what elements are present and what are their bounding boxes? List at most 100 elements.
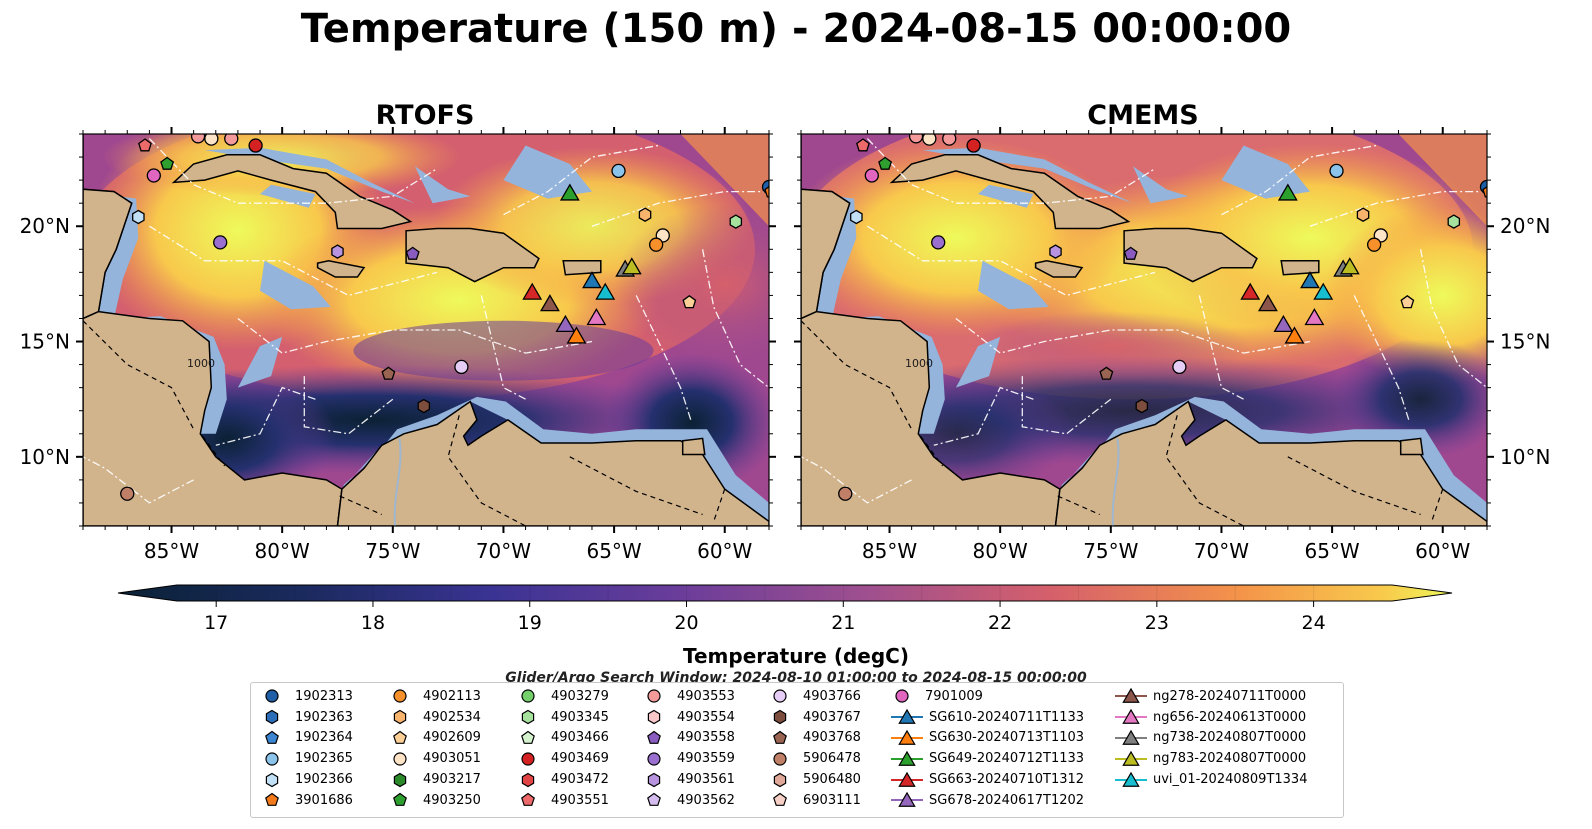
argo-float-marker: [146, 168, 161, 183]
legend: 1902313 1902363 1902364 1902365 1902366 39016…: [250, 682, 1344, 818]
legend-item: 4903250: [385, 790, 481, 811]
legend-label: 5906480: [803, 772, 861, 788]
lon-tick-label: 70°W: [1194, 539, 1249, 563]
argo-float-marker: [611, 163, 626, 179]
float-legend-symbol: [639, 687, 669, 705]
legend-item: SG630-20240713T1103: [887, 728, 1084, 749]
shelf-region: [955, 336, 1001, 388]
argo-float-marker: [190, 134, 206, 144]
float-legend-symbol: [513, 687, 543, 705]
legend-column: 4903553 4903554 4903558 4903559 4903561 49035…: [639, 686, 735, 811]
eez-boundary: [1353, 295, 1411, 423]
eez-boundary: [215, 386, 316, 446]
legend-item: 4903345: [513, 707, 609, 728]
argo-float-marker: [908, 134, 924, 144]
map-panel-rtofs: 1000 85°W 80°W 75°W 70°W 65°W 60°W: [76, 111, 776, 563]
glider-marker: [582, 271, 602, 289]
float-legend-symbol: [385, 687, 415, 705]
argo-float-marker: [1329, 163, 1344, 179]
legend-item: uvi_01-20240809T1334: [1111, 769, 1307, 790]
country-border: [1165, 415, 1244, 526]
legend-item: 4903472: [513, 769, 609, 790]
isobath-label: 1000: [187, 357, 215, 370]
argo-float-marker: [648, 237, 664, 252]
eez-boundary: [480, 295, 526, 400]
legend-item: SG649-20240712T1133: [887, 748, 1084, 769]
glider-marker: [1277, 183, 1298, 201]
legend-item: ng738-20240807T0000: [1111, 728, 1307, 749]
eez-boundary: [933, 386, 1034, 446]
eez-boundary: [148, 138, 438, 204]
shelf-region: [204, 147, 415, 204]
float-legend-symbol: [765, 708, 795, 726]
map-panel-cmems: 1000 85°W 80°W 75°W 70°W 65°W 60°W: [794, 121, 1494, 563]
lat-tick-label: 20°N: [1500, 214, 1550, 238]
argo-float-marker: [942, 134, 957, 146]
float-legend-symbol: [639, 708, 669, 726]
argo-float-marker: [1448, 121, 1460, 133]
argo-float-marker: [1482, 185, 1487, 198]
legend-item: 5906478: [765, 748, 861, 769]
land-pr: [562, 260, 602, 276]
argo-float-marker: [656, 116, 669, 129]
legend-item: 4903562: [639, 790, 735, 811]
float-legend-symbol: [639, 750, 669, 768]
lon-tick-label: 65°W: [1304, 539, 1359, 563]
argo-float-marker: [248, 138, 263, 153]
lon-tick-label: 60°W: [697, 539, 752, 563]
legend-item: 4903558: [639, 728, 735, 749]
land-trinidad: [1399, 437, 1424, 456]
eez-boundary: [701, 249, 769, 389]
eez-boundary: [801, 456, 912, 504]
temperature-patch: [353, 320, 654, 381]
legend-label: uvi_01-20240809T1334: [1153, 772, 1308, 788]
lon-tick-label: 70°W: [476, 539, 531, 563]
float-legend-symbol: [385, 791, 415, 809]
map-frame: [800, 133, 1488, 527]
legend-item: 4903766: [765, 686, 861, 707]
glider-marker: [586, 307, 607, 326]
float-legend-symbol: [385, 708, 415, 726]
legend-label: 4903472: [551, 772, 609, 788]
lat-tick-label: 10°N: [20, 445, 70, 469]
land-florida: [242, 111, 280, 123]
legend-label: 4903250: [423, 792, 481, 808]
legend-label: 4903469: [551, 751, 609, 767]
isobath-label: 1000: [905, 357, 933, 370]
legend-item: 5906480: [765, 769, 861, 790]
eez-boundary: [1198, 295, 1244, 400]
float-legend-symbol: [639, 791, 669, 809]
glider-marker: [1257, 294, 1278, 312]
glider-marker: [1273, 314, 1294, 333]
lon-tick-label: 75°W: [365, 539, 420, 563]
lat-tick-label: 10°N: [1500, 445, 1550, 469]
argo-float-marker: [922, 134, 937, 146]
float-legend-symbol: [513, 771, 543, 789]
legend-label: SG649-20240712T1133: [929, 751, 1085, 767]
legend-label: 4903345: [551, 709, 609, 725]
argo-float-marker: [1400, 294, 1415, 309]
argo-float-marker: [588, 116, 601, 129]
glider-legend-symbol: [1111, 771, 1151, 789]
legend-label: 4903554: [677, 709, 735, 725]
country-border: [447, 415, 526, 526]
glider-marker: [1339, 257, 1360, 275]
eez-boundary: [149, 225, 438, 297]
legend-item: 1902365: [257, 748, 353, 769]
legend-label: ng656-20240613T0000: [1153, 709, 1307, 725]
glider-legend-symbol: [887, 729, 927, 747]
float-legend-symbol: [385, 771, 415, 789]
legend-item: 4903279: [513, 686, 609, 707]
legend-label: SG630-20240713T1103: [929, 730, 1085, 746]
legend-label: 1902363: [295, 709, 353, 725]
legend-label: 7901009: [925, 688, 983, 704]
temperature-patch: [1322, 205, 1487, 386]
legend-label: 1902366: [295, 772, 353, 788]
legend-label: 4903558: [677, 730, 735, 746]
country-border: [202, 435, 226, 467]
argo-float-marker: [638, 207, 652, 222]
legend-label: 4902113: [423, 688, 481, 704]
colorbar-tick-label: 21: [831, 612, 855, 634]
float-legend-symbol: [639, 771, 669, 789]
lat-tick-label: 15°N: [1500, 330, 1550, 354]
